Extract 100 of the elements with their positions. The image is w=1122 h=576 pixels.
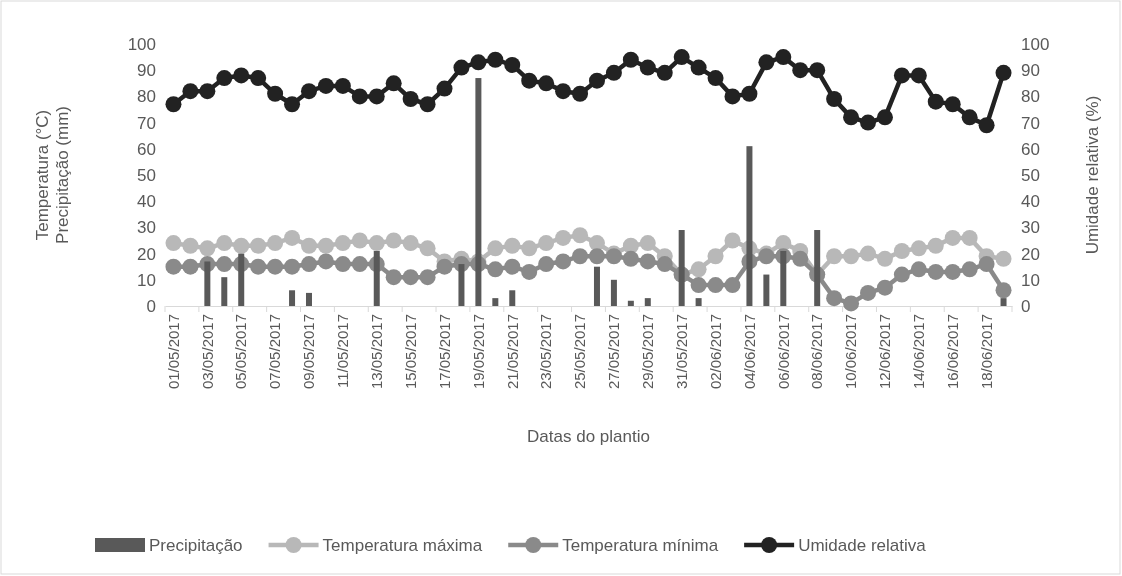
point xyxy=(250,258,267,275)
bar xyxy=(305,292,312,306)
point xyxy=(385,269,402,286)
y2-tick-label: 100 xyxy=(1021,34,1050,54)
point xyxy=(673,49,690,66)
point xyxy=(572,85,589,102)
point xyxy=(605,64,622,81)
y2-tick-label: 0 xyxy=(1021,296,1031,316)
point xyxy=(538,75,555,92)
point xyxy=(385,75,402,92)
x-axis-title: Datas do plantio xyxy=(527,427,650,446)
point xyxy=(487,51,504,68)
point xyxy=(707,248,724,265)
point xyxy=(402,91,419,108)
bar xyxy=(627,300,634,306)
point xyxy=(436,258,453,275)
point xyxy=(317,77,334,94)
x-tick-label: 15/05/2017 xyxy=(401,314,419,390)
bar xyxy=(458,264,465,306)
point xyxy=(182,237,199,254)
point xyxy=(690,59,707,76)
point xyxy=(317,253,334,270)
point xyxy=(317,237,334,254)
point xyxy=(927,237,944,254)
x-tick-label: 09/05/2017 xyxy=(300,314,318,390)
point xyxy=(910,240,927,257)
bar xyxy=(204,261,211,306)
point xyxy=(843,109,860,126)
point xyxy=(995,282,1012,299)
point xyxy=(893,67,910,84)
point xyxy=(419,269,436,286)
point xyxy=(504,258,521,275)
point xyxy=(656,64,673,81)
legend-label: Temperatura mínima xyxy=(562,536,719,555)
point xyxy=(300,237,317,254)
x-tick-label: 16/06/2017 xyxy=(943,314,961,390)
point xyxy=(419,96,436,113)
y2-tick-label: 90 xyxy=(1021,61,1040,81)
point xyxy=(334,77,351,94)
point xyxy=(775,49,792,66)
bar xyxy=(289,290,296,306)
point xyxy=(792,62,809,79)
bar xyxy=(814,230,821,306)
point xyxy=(385,232,402,249)
point xyxy=(707,277,724,294)
y2-tick-label: 80 xyxy=(1021,87,1040,107)
point xyxy=(809,62,826,79)
point xyxy=(538,256,555,273)
x-tick-label: 29/05/2017 xyxy=(639,314,657,390)
bar xyxy=(238,253,245,306)
point xyxy=(284,96,301,113)
point xyxy=(165,96,182,113)
point xyxy=(300,256,317,273)
point xyxy=(724,232,741,249)
point xyxy=(233,237,250,254)
bar xyxy=(695,298,702,306)
point xyxy=(182,258,199,275)
y-tick-label: 80 xyxy=(137,87,156,107)
point xyxy=(284,258,301,275)
point xyxy=(402,269,419,286)
y-tick-label: 90 xyxy=(137,61,156,81)
point xyxy=(792,250,809,267)
bar xyxy=(746,146,753,306)
point xyxy=(893,242,910,259)
bar xyxy=(610,279,617,306)
y2-axis-title: Umidade relativa (%) xyxy=(1083,95,1102,255)
point xyxy=(826,290,843,307)
y2-tick-label: 70 xyxy=(1021,113,1040,133)
point xyxy=(910,67,927,84)
x-tick-label: 23/05/2017 xyxy=(537,314,555,390)
y-axis-title: Temperatura (°C) Precipitação (mm) xyxy=(33,106,73,244)
point xyxy=(216,235,233,252)
point xyxy=(639,59,656,76)
y-tick-label: 0 xyxy=(146,296,156,316)
point xyxy=(961,261,978,278)
point xyxy=(504,237,521,254)
point xyxy=(572,248,589,265)
bar xyxy=(678,230,685,306)
point xyxy=(876,250,893,267)
y-tick-label: 20 xyxy=(137,244,156,264)
point xyxy=(724,277,741,294)
point xyxy=(216,70,233,87)
x-tick-label: 01/05/2017 xyxy=(164,314,182,390)
y-tick-label: 70 xyxy=(137,113,156,133)
point xyxy=(504,56,521,73)
bar xyxy=(593,266,600,306)
x-tick-label: 05/05/2017 xyxy=(232,314,250,390)
point xyxy=(453,59,470,76)
point xyxy=(927,263,944,280)
point xyxy=(572,227,589,244)
point xyxy=(961,229,978,246)
point xyxy=(741,85,758,102)
point xyxy=(775,235,792,252)
y2-tick-label: 30 xyxy=(1021,218,1040,238)
x-tick-label: 25/05/2017 xyxy=(571,314,589,390)
point xyxy=(334,235,351,252)
bar xyxy=(373,250,380,306)
bar xyxy=(509,290,516,306)
bar xyxy=(221,277,228,306)
x-tick-label: 10/06/2017 xyxy=(842,314,860,390)
